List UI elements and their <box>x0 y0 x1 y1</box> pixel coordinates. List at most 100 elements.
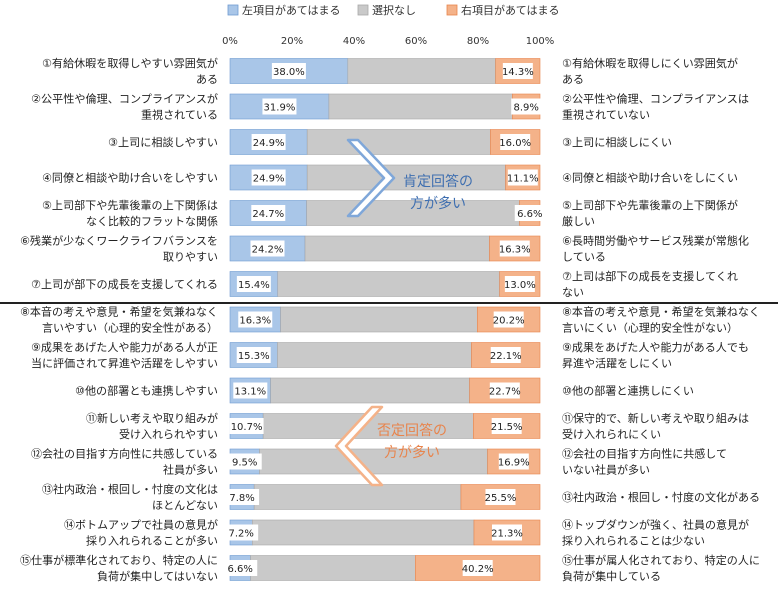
row-label-left: ⑧本音の考えや意見・希望を気兼ねなく <box>20 305 218 319</box>
data-label-bg <box>507 169 538 186</box>
row-label-right: ⑥長時間労働やサービス残業が常態化 <box>562 234 749 248</box>
row-label-right: ⑦上司は部下の成長を支援してくれ <box>562 269 738 283</box>
data-label-bg <box>229 418 264 434</box>
data-label-bg <box>500 134 531 150</box>
legend-swatch <box>357 4 369 16</box>
data-label-bg <box>499 240 530 257</box>
bar-middle-segment <box>277 271 500 297</box>
bar-right-segment <box>415 555 541 581</box>
bar-middle-segment <box>304 235 490 262</box>
bar-middle-segment <box>306 129 491 155</box>
data-label-left: 9.5% <box>232 458 257 469</box>
row-label-right: ⑮仕事が属人化されており、特定の人に <box>562 553 760 567</box>
row-label-left: 受け入れられやすい <box>119 428 218 441</box>
data-label-bg <box>227 453 262 470</box>
row-label-right: 言いにくい（心理的安全性がない） <box>562 321 738 335</box>
data-label-left: 7.2% <box>228 529 253 540</box>
data-label-right: 22.1% <box>490 351 522 362</box>
data-label-bg <box>485 489 516 505</box>
data-label-bg <box>511 98 542 115</box>
row-label-right: 重視されていない <box>562 108 650 122</box>
row-label-right: ⑩他の部署と連携しにくい <box>562 384 694 398</box>
row-label-left: 当に評価されて昇進や活躍をしやすい <box>31 356 218 370</box>
x-tick-label: 60% <box>405 36 427 47</box>
data-label-right: 16.0% <box>499 138 531 149</box>
row-label-right: ⑬社内政治・根回し・忖度の文化がある <box>562 490 760 504</box>
row-label-left: ⑨成果をあげた人や能力がある人が正 <box>31 340 218 354</box>
arrow-left-icon <box>334 405 384 487</box>
row-label-left: ②公平性や倫理、コンプライアンスが <box>31 92 218 106</box>
row-label-left: ⑮仕事が標準化されており、特定の人に <box>20 553 218 567</box>
row-label-left: 採り入れられることが多い <box>86 534 218 548</box>
data-label-bg <box>491 524 522 541</box>
row-label-left: 言いやすい（心理的安全性がある） <box>42 321 218 335</box>
data-label-left: 15.3% <box>238 351 270 362</box>
data-label-bg <box>514 205 545 221</box>
bar-middle-segment <box>250 555 416 581</box>
row-label-left: ③上司に相談しやすい <box>108 135 218 149</box>
row-label-right: いない社員が多い <box>562 463 650 477</box>
row-label-left: ⑦上司が部下の成長を支援してくれる <box>31 277 218 291</box>
data-label-right: 20.2% <box>493 316 525 327</box>
data-label-bg <box>250 240 285 257</box>
row-label-left: 社員が多い <box>163 463 218 477</box>
legend-label: 選択なし <box>372 3 416 17</box>
row-label-left: ④同僚と相談や助け合いをしやすい <box>42 171 218 185</box>
row-label-left: 負荷が集中してはいない <box>97 569 218 583</box>
x-tick-label: 0% <box>222 36 238 47</box>
row-label-left: ⑩他の部署とも連携しやすい <box>75 384 218 398</box>
bars: 38.0% 14.3% 31.9% 8.9% 24.9% 16.0% 24.9% 11.1% 2… <box>223 58 545 581</box>
data-label-bg <box>504 276 535 292</box>
data-label-bg <box>251 169 286 186</box>
data-label-right: 25.5% <box>485 493 517 504</box>
data-label-bg <box>238 311 273 328</box>
data-label-bg <box>489 382 520 399</box>
row-label-left: ⑬社内政治・根回し・忖度の文化は <box>42 482 218 496</box>
arrow-right-icon <box>346 138 396 218</box>
row-label-right: ある <box>562 73 584 86</box>
row-label-right: ③上司に相談しにくい <box>562 135 672 149</box>
annotation-negative-text: 否定回答の <box>377 422 447 439</box>
row-label-right: 受け入れられにくい <box>562 428 661 441</box>
data-label-right: 14.3% <box>502 67 534 78</box>
row-label-right: ⑭トップダウンが強く、社員の意見が <box>562 518 749 532</box>
data-label-right: 22.7% <box>489 387 521 398</box>
row-label-left: ⑥残業が少なくワークライフバランスを <box>20 234 218 248</box>
row-label-right: 昇進や活躍をしにくい <box>562 357 672 370</box>
row-label-left: ⑤上司部下や先輩後輩の上下関係は <box>42 198 218 212</box>
data-label-right: 11.1% <box>507 174 539 185</box>
data-label-left: 24.9% <box>253 138 285 149</box>
data-label-bg <box>462 560 493 576</box>
data-label-right: 8.9% <box>514 103 539 114</box>
row-label-left: 重視されている <box>141 108 218 122</box>
bar-middle-segment <box>270 377 470 404</box>
row-label-left: ⑪新しい考えや取り組みが <box>86 411 218 425</box>
row-label-right: ②公平性や倫理、コンプライアンスは <box>562 92 749 106</box>
data-label-left: 38.0% <box>273 67 305 78</box>
data-label-left: 13.1% <box>234 387 266 398</box>
row-label-left: なく比較的フラットな関係 <box>86 214 218 228</box>
row-label-left: ①有給休暇を取得しやすい雰囲気が <box>42 56 218 70</box>
data-label-left: 31.9% <box>264 103 296 114</box>
row-label-right: ⑧本音の考えや意見・希望を気兼ねなく <box>562 305 760 319</box>
data-label-left: 24.7% <box>252 209 284 220</box>
data-label-bg <box>271 63 306 79</box>
bar-middle-segment <box>252 519 475 546</box>
data-label-right: 16.9% <box>498 458 530 469</box>
data-label-right: 21.5% <box>491 422 523 433</box>
bar-middle-segment <box>253 484 462 510</box>
row-label-left: 取りやすい <box>163 251 218 264</box>
data-label-left: 24.2% <box>252 245 284 256</box>
row-label-right: 負荷が集中している <box>562 569 661 583</box>
legend: 左項目があてはまる 選択なし 右項目があてはまる <box>227 3 560 17</box>
data-label-bg <box>224 524 259 541</box>
row-label-right: 厳しい <box>562 214 595 228</box>
row-label-right: ⑪保守的で、新しい考えや取り組みは <box>562 411 749 425</box>
bar-middle-segment <box>277 342 472 368</box>
annotation-positive-text: 肯定回答の <box>403 173 473 190</box>
data-label-bg <box>223 560 258 576</box>
row-label-right: ①有給休暇を取得しにくい雰囲気が <box>562 56 738 70</box>
x-tick-label: 20% <box>281 36 303 47</box>
